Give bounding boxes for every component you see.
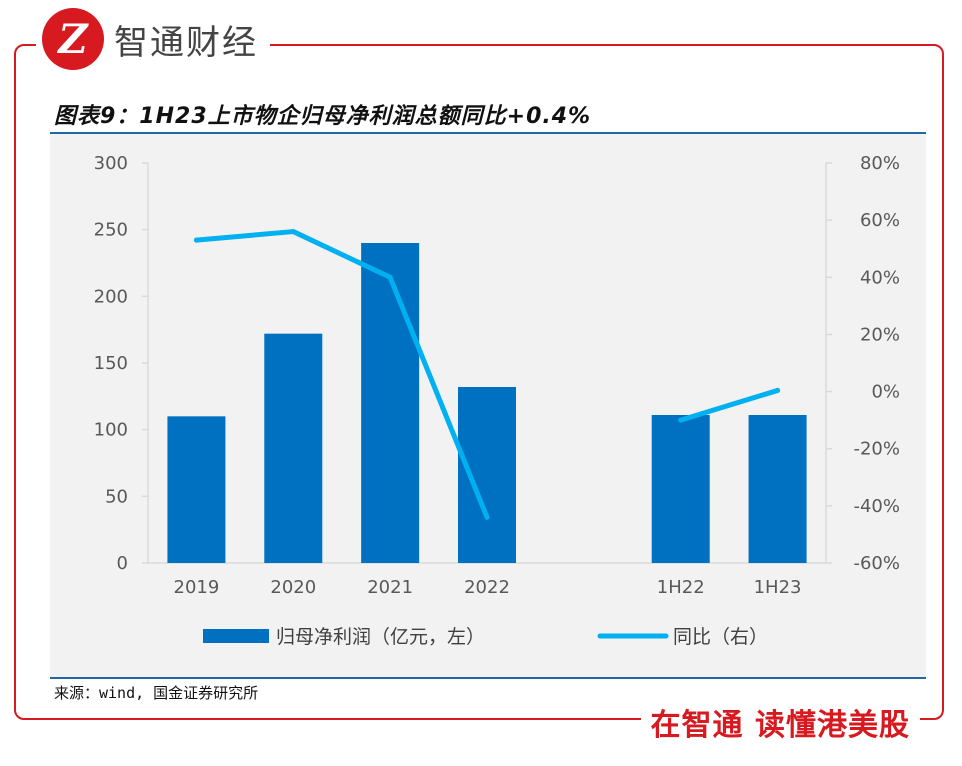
legend-bar-label: 归母净利润（亿元，左） — [276, 626, 485, 648]
yoy-point-2021 — [387, 274, 393, 280]
x-tick-label: 2021 — [367, 577, 413, 598]
slogan: 在智通 读懂港美股 — [640, 700, 920, 744]
y-left-tick-label: 150 — [94, 353, 128, 374]
bar-2019 — [167, 416, 226, 563]
logo-text: 智通财经 — [114, 22, 258, 63]
y-right-tick-label: 60% — [860, 210, 900, 231]
y-right-tick-label: -40% — [853, 496, 900, 517]
red-frame — [14, 44, 944, 720]
yoy-point-1H23 — [775, 387, 781, 393]
x-tick-label: 2022 — [464, 577, 510, 598]
legend-line-label: 同比（右） — [673, 626, 768, 648]
yoy-point-2019 — [193, 237, 199, 243]
brand-logo: Z 智通财经 — [36, 4, 270, 74]
logo-badge-icon: Z — [42, 8, 104, 70]
title-divider — [50, 132, 926, 134]
y-left-tick-label: 300 — [94, 153, 128, 174]
y-left-tick-label: 200 — [94, 286, 128, 307]
yoy-point-1H22 — [678, 417, 684, 423]
y-right-tick-label: 20% — [860, 324, 900, 345]
x-tick-label: 2020 — [270, 577, 316, 598]
x-tick-label: 2019 — [174, 577, 220, 598]
y-left-tick-label: 100 — [94, 420, 128, 441]
y-left-tick-label: 50 — [105, 486, 128, 507]
bar-2020 — [264, 333, 323, 563]
yoy-line-segment — [678, 387, 781, 423]
y-right-tick-label: 0% — [871, 382, 900, 403]
yoy-line-segment — [193, 229, 490, 520]
bar-1H23 — [748, 415, 807, 563]
x-tick-label: 1H23 — [754, 577, 802, 598]
bar-2021 — [361, 243, 420, 563]
y-right-tick-label: 40% — [860, 267, 900, 288]
yoy-point-2020 — [290, 229, 296, 235]
x-tick-label: 1H22 — [657, 577, 705, 598]
figure-title: 图表9：1H23上市物企归母净利润总额同比+0.4% — [54, 104, 592, 129]
y-left-tick-label: 0 — [117, 553, 128, 574]
source-divider — [50, 677, 926, 679]
bar-2022 — [458, 387, 516, 563]
yoy-point-2022 — [484, 514, 490, 520]
y-right-tick-label: -20% — [853, 439, 900, 460]
y-right-tick-label: 80% — [860, 153, 900, 174]
source-note: 来源：wind, 国金证券研究所 — [54, 684, 259, 702]
y-left-tick-label: 250 — [94, 220, 128, 241]
bar-1H22 — [651, 415, 710, 563]
y-right-tick-label: -60% — [853, 553, 900, 574]
legend-bar-swatch — [203, 629, 269, 643]
